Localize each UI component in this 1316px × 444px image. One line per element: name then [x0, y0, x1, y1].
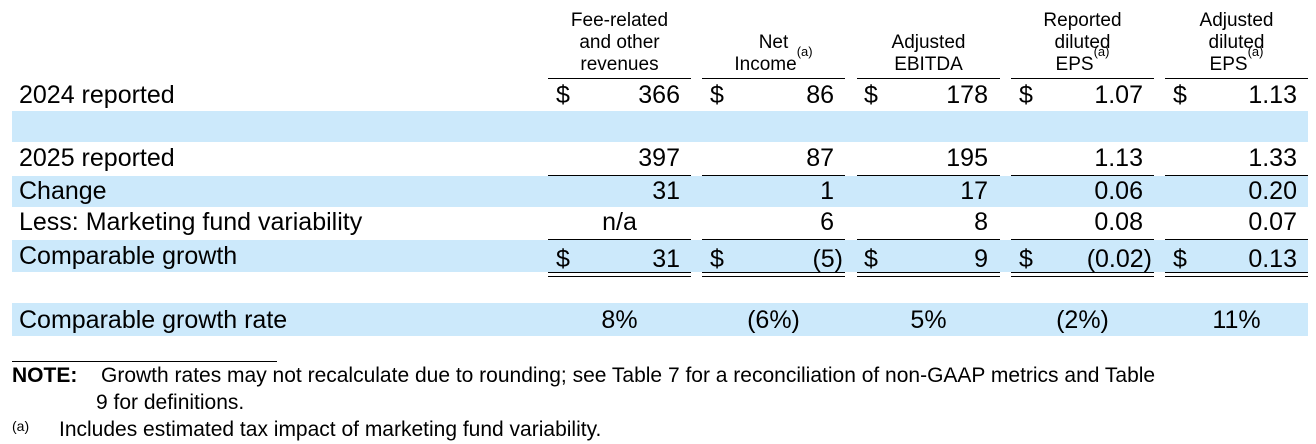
- currency-symbol: $: [1019, 245, 1033, 273]
- value-fee-related-2025: 397: [638, 144, 680, 172]
- value-net-income-rate: (6%): [747, 306, 800, 334]
- header-underline: [1165, 78, 1308, 79]
- value-adjusted-eps-less: 0.07: [1248, 208, 1297, 236]
- currency-symbol: $: [1173, 245, 1187, 273]
- total-double-rule: [857, 272, 1000, 277]
- value-fee-related-rate: 8%: [601, 306, 638, 334]
- value-net-income-comparable: (5): [812, 245, 843, 273]
- value-adjusted-eps-2025: 1.33: [1248, 144, 1297, 172]
- total-double-rule: [1011, 272, 1154, 277]
- value-net-income-less: 6: [820, 208, 834, 236]
- value-adjusted-eps-rate: 11%: [1212, 306, 1261, 334]
- value-reported-eps-comparable: (0.02): [1086, 245, 1152, 273]
- subtotal-rule: [702, 239, 845, 240]
- value-reported-eps-rate: (2%): [1056, 306, 1109, 334]
- subtotal-rule: [1165, 239, 1308, 240]
- value-fee-related-less: n/a: [602, 208, 637, 236]
- subtotal-rule: [702, 175, 845, 176]
- value-fee-related-comparable: 31: [652, 245, 680, 273]
- value-ebitda-rate: 5%: [910, 306, 947, 334]
- row-label-2024-reported: 2024 reported: [19, 81, 175, 109]
- note-separator: [12, 361, 277, 362]
- header-underline: [548, 78, 691, 79]
- value-fee-related-change: 31: [652, 177, 680, 205]
- subtotal-rule: [857, 239, 1000, 240]
- row-label-marketing-fund-variability: Less: Marketing fund variability: [19, 208, 363, 236]
- note-text-line1: Growth rates may not recalculate due to …: [101, 364, 1156, 387]
- currency-symbol: $: [1173, 81, 1187, 109]
- currency-symbol: $: [710, 245, 724, 273]
- total-double-rule: [1165, 272, 1308, 277]
- footnote-ref: (a): [796, 44, 813, 59]
- row-label-2025-reported: 2025 reported: [19, 144, 175, 172]
- row-label-comparable-growth-rate: Comparable growth rate: [19, 306, 288, 334]
- currency-symbol: $: [1019, 81, 1033, 109]
- header-underline: [1011, 78, 1154, 79]
- subtotal-rule: [857, 175, 1000, 176]
- total-double-rule: [702, 272, 845, 277]
- value-ebitda-comparable: 9: [974, 245, 988, 273]
- currency-symbol: $: [864, 81, 878, 109]
- currency-symbol: $: [710, 81, 724, 109]
- subtotal-rule: [1011, 175, 1154, 176]
- row-label-comparable-growth: Comparable growth: [19, 242, 238, 270]
- value-ebitda-2024: 178: [946, 81, 988, 109]
- value-reported-eps-less: 0.08: [1094, 208, 1143, 236]
- header-underline: [857, 78, 1000, 79]
- value-reported-eps-2024: 1.07: [1094, 81, 1143, 109]
- col-header-adjusted-eps: Adjusted diluted EPS(a): [1199, 10, 1274, 75]
- footnote-ref: (a): [1247, 44, 1264, 59]
- value-adjusted-eps-comparable: 0.13: [1248, 245, 1297, 273]
- col-header-reported-eps: Reported diluted EPS(a): [1043, 10, 1122, 75]
- value-ebitda-change: 17: [960, 177, 988, 205]
- subtotal-rule: [1011, 239, 1154, 240]
- row-label-change: Change: [19, 177, 107, 205]
- currency-symbol: $: [556, 81, 570, 109]
- subtotal-rule: [548, 239, 691, 240]
- currency-symbol: $: [556, 245, 570, 273]
- value-reported-eps-2025: 1.13: [1094, 144, 1143, 172]
- value-net-income-2025: 87: [806, 144, 834, 172]
- row-band-rate: [12, 303, 1308, 336]
- value-net-income-2024: 86: [806, 81, 834, 109]
- note-label: NOTE:: [12, 364, 78, 387]
- value-adjusted-eps-2024: 1.13: [1248, 81, 1297, 109]
- value-net-income-change: 1: [820, 177, 834, 205]
- row-band-comparable: [12, 240, 1308, 272]
- row-band-blank: [12, 111, 1308, 142]
- row-band-change: [12, 176, 1308, 207]
- header-underline: [702, 78, 845, 79]
- value-fee-related-2024: 366: [638, 81, 680, 109]
- currency-symbol: $: [864, 245, 878, 273]
- value-ebitda-less: 8: [974, 208, 988, 236]
- value-ebitda-2025: 195: [946, 144, 988, 172]
- value-adjusted-eps-change: 0.20: [1248, 177, 1297, 205]
- subtotal-rule: [548, 175, 691, 176]
- col-header-adjusted-ebitda: Adjusted EBITDA: [891, 32, 966, 75]
- value-reported-eps-change: 0.06: [1094, 177, 1143, 205]
- footnote-marker: (a): [12, 418, 30, 434]
- total-double-rule: [548, 272, 691, 277]
- subtotal-rule: [1165, 175, 1308, 176]
- col-header-fee-related: Fee-related and other revenues: [570, 10, 669, 75]
- col-header-net-income: Net Income(a): [734, 32, 813, 75]
- footnote-text: Includes estimated tax impact of marketi…: [59, 418, 602, 441]
- note-text-line2: 9 for definitions.: [96, 391, 245, 414]
- footnote-ref: (a): [1093, 44, 1110, 59]
